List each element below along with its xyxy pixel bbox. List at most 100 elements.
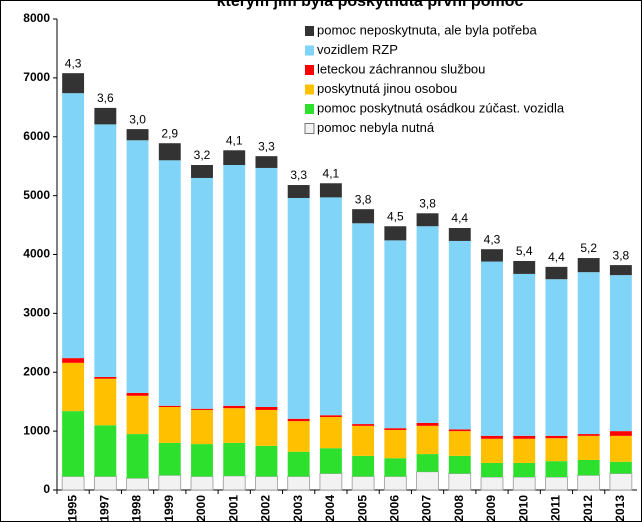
bar-segment bbox=[545, 438, 568, 462]
bar-segment bbox=[255, 156, 278, 168]
bar-segment bbox=[126, 434, 149, 479]
bar-segment bbox=[481, 438, 503, 463]
bar-segment bbox=[62, 73, 85, 94]
y-tick-label: 8000 bbox=[23, 11, 50, 25]
bar-segment bbox=[513, 438, 536, 463]
bar-segment bbox=[609, 473, 633, 491]
bar-segment bbox=[352, 209, 375, 224]
bar-segment bbox=[287, 476, 311, 491]
bar-segment bbox=[480, 476, 504, 491]
bar-segment bbox=[319, 197, 342, 416]
bar-label: 2,9 bbox=[161, 126, 178, 140]
bar-segment bbox=[255, 167, 278, 407]
bar-segment bbox=[448, 473, 472, 491]
x-tick-label: 1998 bbox=[130, 495, 144, 522]
bar-segment bbox=[287, 451, 310, 477]
bar-segment bbox=[158, 405, 181, 407]
bar-label: 3,3 bbox=[258, 139, 275, 153]
bar-label: 4,1 bbox=[226, 133, 243, 147]
bar-segment bbox=[255, 476, 278, 491]
y-tick-label: 3000 bbox=[23, 306, 50, 320]
bar-segment bbox=[609, 265, 632, 276]
bar-segment bbox=[319, 183, 342, 198]
legend-swatch bbox=[305, 65, 314, 75]
bar-segment bbox=[384, 429, 407, 459]
bar-segment bbox=[481, 261, 503, 436]
legend-swatch bbox=[305, 26, 314, 36]
bar-segment bbox=[255, 409, 278, 446]
legend-swatch bbox=[304, 123, 315, 134]
bar-segment bbox=[191, 165, 213, 178]
bar-segment bbox=[94, 376, 117, 379]
y-tick-label: 1000 bbox=[23, 423, 50, 437]
bar-segment bbox=[384, 240, 407, 429]
legend-label: leteckou záchrannou službou bbox=[317, 61, 485, 76]
bar-segment bbox=[158, 442, 181, 476]
bar-label: 3,2 bbox=[194, 148, 211, 162]
bar-segment bbox=[513, 260, 536, 274]
bar-segment bbox=[255, 445, 278, 477]
bar-segment bbox=[287, 421, 310, 452]
bar-segment bbox=[319, 448, 342, 474]
bar-segment bbox=[62, 411, 85, 477]
bar-segment bbox=[126, 395, 149, 435]
x-tick-label: 2002 bbox=[259, 495, 273, 522]
bar-segment bbox=[94, 425, 117, 477]
bar-segment bbox=[351, 476, 375, 491]
bar-segment bbox=[223, 150, 246, 166]
x-tick-label: 2006 bbox=[388, 495, 402, 522]
bar-segment bbox=[577, 435, 600, 460]
bar-segment bbox=[448, 240, 471, 430]
legend-swatch bbox=[305, 84, 314, 95]
bar-segment bbox=[126, 392, 149, 396]
bar-segment bbox=[577, 474, 601, 491]
bar-segment bbox=[512, 476, 536, 491]
bar-segment bbox=[62, 93, 85, 359]
bar-segment bbox=[126, 140, 149, 393]
legend-label: pomoc neposkytnuta, ale byla potřeba bbox=[317, 22, 537, 37]
legend-label: pomoc nebyla nutná bbox=[317, 120, 435, 135]
bar-label: 3,8 bbox=[613, 248, 630, 262]
bar-label: 3,3 bbox=[290, 168, 307, 182]
bar-label: 4,1 bbox=[323, 166, 340, 180]
bar-segment bbox=[416, 454, 439, 472]
x-tick-label: 2003 bbox=[291, 495, 305, 522]
bar-label: 4,4 bbox=[548, 250, 565, 264]
bar-segment bbox=[448, 431, 471, 456]
bar-segment bbox=[158, 143, 181, 161]
x-tick-label: 1995 bbox=[65, 495, 79, 522]
x-tick-label: 2005 bbox=[355, 495, 369, 522]
bar-segment bbox=[352, 425, 375, 456]
y-tick-label: 7000 bbox=[23, 70, 50, 84]
x-tick-label: 2011 bbox=[549, 495, 563, 521]
bar-segment bbox=[319, 473, 343, 491]
bar-segment bbox=[223, 408, 246, 443]
bar-segment bbox=[609, 275, 632, 432]
bar-segment bbox=[126, 129, 149, 141]
bar-segment bbox=[384, 428, 407, 430]
bar-segment bbox=[448, 429, 471, 432]
bar-segment bbox=[577, 459, 600, 476]
bar-segment bbox=[319, 416, 342, 449]
bar-segment bbox=[448, 228, 471, 241]
bar-segment bbox=[481, 435, 503, 439]
bar-segment bbox=[223, 405, 246, 409]
bar-segment bbox=[223, 165, 246, 406]
bar-segment bbox=[255, 406, 278, 410]
x-tick-label: 2012 bbox=[581, 495, 595, 522]
bar-segment bbox=[222, 475, 246, 491]
bar-segment bbox=[191, 408, 213, 410]
bar-segment bbox=[191, 409, 213, 445]
y-tick-label: 6000 bbox=[23, 129, 50, 143]
bar-segment bbox=[513, 273, 536, 436]
legend-label: vozidlem RZP bbox=[317, 42, 398, 57]
x-tick-label: 1999 bbox=[162, 495, 176, 522]
bar-segment bbox=[158, 160, 181, 406]
bar-segment bbox=[126, 477, 149, 491]
bar-label: 3,8 bbox=[419, 196, 436, 210]
bar-label: 3,8 bbox=[355, 192, 372, 206]
x-tick-label: 2009 bbox=[484, 495, 498, 522]
bar-segment bbox=[384, 458, 407, 477]
legend-swatch bbox=[305, 45, 314, 56]
bar-segment bbox=[416, 422, 439, 426]
